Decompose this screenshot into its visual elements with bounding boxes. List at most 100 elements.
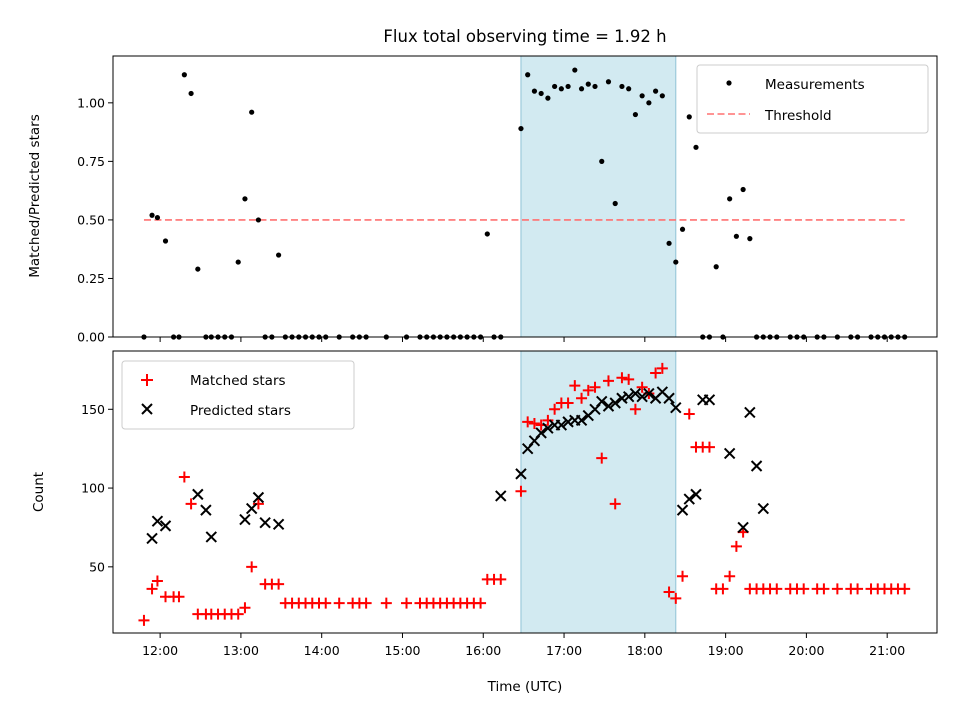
predicted-star-point bbox=[239, 513, 251, 526]
predicted-star-point bbox=[272, 518, 285, 531]
predicted-star-point bbox=[562, 416, 574, 428]
matched-star-point bbox=[401, 597, 413, 609]
predicted-star-point bbox=[151, 515, 164, 527]
legend-threshold-label: Threshold bbox=[764, 108, 832, 124]
measurement-point bbox=[558, 86, 564, 92]
matched-star-point bbox=[831, 583, 843, 595]
matched-star-point bbox=[549, 403, 561, 415]
matched-star-point bbox=[246, 561, 258, 573]
matched-star-point bbox=[562, 397, 574, 409]
matched-star-point bbox=[616, 372, 628, 384]
predicted-star-point bbox=[609, 397, 621, 409]
bottom-y-axis-label: Count bbox=[31, 472, 47, 512]
matched-star-point bbox=[252, 498, 264, 510]
measurement-point bbox=[538, 90, 544, 97]
predicted-star-point bbox=[757, 502, 770, 515]
matched-star-point bbox=[818, 583, 830, 595]
matched-star-points bbox=[138, 362, 911, 626]
measurement-point bbox=[149, 212, 155, 218]
matched-star-point bbox=[576, 392, 588, 404]
measurement-point bbox=[585, 81, 591, 87]
measurement-point bbox=[592, 83, 598, 90]
top-y-tick-label: 0.25 bbox=[77, 271, 105, 286]
matched-star-point bbox=[542, 414, 554, 426]
measurement-point bbox=[525, 72, 531, 78]
measurement-point bbox=[693, 144, 699, 150]
bottom-x-tick-label: 12:00 bbox=[142, 643, 178, 658]
legend-predicted-label: Predicted stars bbox=[190, 403, 291, 419]
measurement-point bbox=[242, 196, 248, 202]
matched-star-point bbox=[609, 498, 621, 510]
measurement-point bbox=[612, 200, 618, 207]
measurement-point bbox=[686, 114, 692, 120]
matched-star-point bbox=[380, 597, 392, 609]
predicted-star-point bbox=[146, 532, 158, 545]
predicted-star-point bbox=[744, 406, 756, 419]
matched-star-point bbox=[629, 403, 641, 415]
measurement-point bbox=[572, 67, 578, 73]
top-y-tick-label: 0.75 bbox=[77, 154, 105, 169]
matched-star-point bbox=[528, 417, 540, 429]
matched-star-point bbox=[522, 416, 534, 428]
matched-star-point bbox=[650, 367, 662, 379]
top-legend: Measurements Threshold bbox=[696, 64, 929, 134]
measurement-point bbox=[646, 100, 652, 106]
predicted-star-point bbox=[683, 493, 695, 505]
legend-measurements-label: Measurements bbox=[765, 77, 865, 93]
matched-star-point bbox=[656, 362, 668, 374]
predicted-star-point bbox=[690, 488, 702, 501]
measurement-point bbox=[659, 93, 665, 99]
legend-measurements-marker bbox=[726, 80, 732, 86]
matched-star-point bbox=[320, 597, 332, 609]
bottom-x-tick-label: 15:00 bbox=[384, 643, 420, 658]
predicted-star-point bbox=[750, 460, 763, 472]
predicted-star-point bbox=[670, 402, 682, 414]
bottom-legend-box bbox=[121, 360, 355, 430]
measurement-point bbox=[162, 238, 169, 244]
measurement-point bbox=[673, 259, 679, 265]
matched-star-point bbox=[717, 583, 729, 595]
predicted-star-point bbox=[245, 502, 258, 515]
bottom-x-ticks: 12:00 13:00 14:00 15:00 16:00 17:00 18:00 19:00… bbox=[142, 633, 905, 658]
bottom-y-tick-label: 50 bbox=[89, 559, 105, 574]
predicted-star-point bbox=[629, 387, 642, 400]
top-y-ticks: 0.00 0.25 0.50 0.75 1.00 bbox=[77, 95, 113, 345]
measurement-point bbox=[181, 72, 187, 78]
matched-star-point bbox=[589, 381, 601, 393]
matched-star-point bbox=[569, 380, 581, 392]
measurement-point bbox=[713, 264, 719, 270]
legend-predicted-marker bbox=[141, 403, 153, 415]
top-legend-box bbox=[696, 64, 929, 134]
matched-star-point bbox=[239, 602, 251, 614]
measurement-point bbox=[552, 83, 558, 90]
matched-star-point bbox=[663, 586, 675, 598]
predicted-star-point bbox=[259, 517, 271, 529]
bottom-x-tick-label: 14:00 bbox=[304, 643, 340, 658]
top-highlight-span bbox=[520, 55, 677, 338]
matched-star-point bbox=[582, 384, 594, 396]
predicted-star-point bbox=[159, 520, 172, 532]
measurement-point bbox=[619, 83, 625, 90]
measurement-point bbox=[188, 90, 194, 97]
measurement-point bbox=[249, 109, 255, 115]
matched-star-point bbox=[899, 583, 911, 595]
measurement-point bbox=[235, 259, 241, 265]
legend-matched-marker bbox=[141, 374, 153, 386]
predicted-star-point bbox=[515, 468, 527, 480]
matched-star-point bbox=[852, 583, 864, 595]
matched-star-point bbox=[360, 597, 372, 609]
measurement-point bbox=[727, 196, 733, 202]
matched-star-point bbox=[798, 583, 810, 595]
matched-star-point bbox=[677, 570, 689, 582]
measurement-point bbox=[747, 236, 753, 242]
measurement-point bbox=[632, 111, 639, 118]
matched-star-point bbox=[333, 597, 345, 609]
matched-star-point bbox=[724, 570, 736, 582]
matched-star-point bbox=[771, 583, 783, 595]
matched-star-point bbox=[636, 381, 648, 393]
top-y-axis-label: Matched/Predicted stars bbox=[27, 114, 43, 277]
predicted-star-point bbox=[663, 392, 675, 404]
bottom-y-tick-label: 150 bbox=[81, 402, 105, 417]
matched-star-point bbox=[703, 441, 715, 453]
measurement-point bbox=[653, 88, 659, 94]
